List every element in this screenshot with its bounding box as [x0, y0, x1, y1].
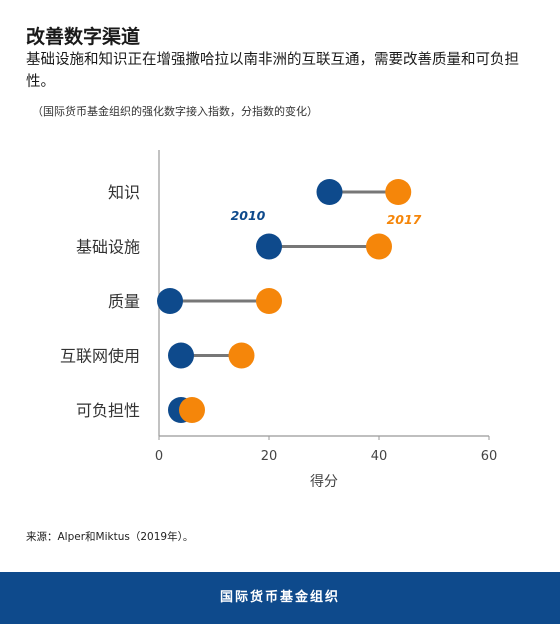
series-label-2017: 2017	[387, 212, 422, 227]
source-note: 来源：Alper和Miktus（2019年）。	[26, 531, 194, 543]
x-tick-label: 0	[155, 449, 163, 464]
data-points	[157, 179, 412, 423]
point-2010	[168, 342, 194, 369]
chart-axes	[158, 150, 490, 440]
footer-bar: 国际货币基金组织	[0, 572, 560, 624]
category-label: 知识	[108, 183, 140, 202]
connector-lines	[170, 190, 399, 412]
point-2017	[228, 342, 255, 369]
footer-brand: 国际货币基金组织	[219, 590, 340, 605]
category-label: 基础设施	[76, 238, 140, 257]
chart-subtitle: 基础设施和知识正在增强撒哈拉以南非洲的互联互通，需要改善质量和可负担性。	[26, 52, 519, 90]
x-tick-label: 40	[371, 449, 388, 464]
category-label: 互联网使用	[60, 347, 140, 366]
x-tick-label: 60	[481, 449, 498, 464]
point-2017	[385, 179, 412, 205]
chart-title: 改善数字渠道	[26, 26, 141, 48]
x-tick-label: 20	[261, 449, 278, 464]
point-2017	[179, 397, 205, 423]
point-2017	[256, 288, 282, 314]
category-label: 可负担性	[76, 401, 140, 420]
point-2010	[157, 288, 183, 314]
point-2010	[316, 179, 343, 205]
x-axis-title: 得分	[310, 473, 338, 490]
point-2017	[366, 233, 392, 260]
point-2010	[256, 233, 282, 260]
category-label: 质量	[108, 292, 140, 311]
chart-note: （国际货币基金组织的强化数字接入指数，分指数的变化）	[32, 105, 318, 118]
series-label-2010: 2010	[231, 208, 266, 223]
